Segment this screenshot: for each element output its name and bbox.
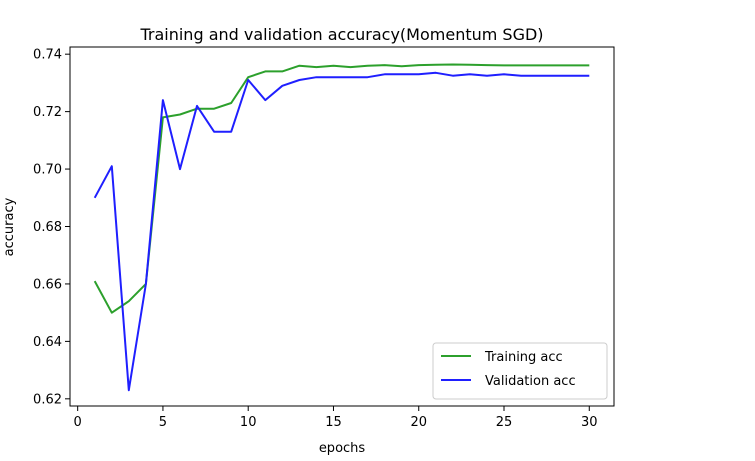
series-line-0 bbox=[93, 63, 590, 314]
legend: Training acc Validation acc bbox=[432, 342, 608, 400]
x-axis-label: epochs bbox=[319, 441, 366, 456]
y-tick-label: 0.68 bbox=[33, 220, 62, 235]
y-tick-label: 0.64 bbox=[33, 335, 62, 350]
x-tick-label: 15 bbox=[325, 415, 342, 430]
x-tick-label: 30 bbox=[581, 415, 598, 430]
y-tick-label: 0.66 bbox=[33, 277, 62, 292]
x-axis: 0 5 10 15 20 25 30 bbox=[74, 406, 598, 430]
x-tick-label: 25 bbox=[496, 415, 513, 430]
y-axis: 0.62 0.64 0.66 0.68 0.70 0.72 0.74 bbox=[33, 48, 70, 407]
y-tick-label: 0.62 bbox=[33, 392, 62, 407]
series-line-1 bbox=[93, 71, 590, 392]
y-tick-label: 0.72 bbox=[33, 105, 62, 120]
legend-label-0: Training acc bbox=[484, 350, 563, 365]
x-tick-label: 10 bbox=[240, 415, 257, 430]
y-axis-label: accuracy bbox=[2, 197, 17, 256]
legend-box bbox=[432, 342, 608, 400]
y-tick-label: 0.70 bbox=[33, 163, 62, 178]
plot-area bbox=[93, 63, 590, 392]
legend-label-1: Validation acc bbox=[485, 374, 576, 389]
y-tick-label: 0.74 bbox=[33, 48, 62, 63]
x-tick-label: 5 bbox=[159, 415, 167, 430]
x-tick-label: 20 bbox=[410, 415, 427, 430]
chart-title: Training and validation accuracy(Momentu… bbox=[139, 25, 543, 44]
x-tick-label: 0 bbox=[74, 415, 82, 430]
